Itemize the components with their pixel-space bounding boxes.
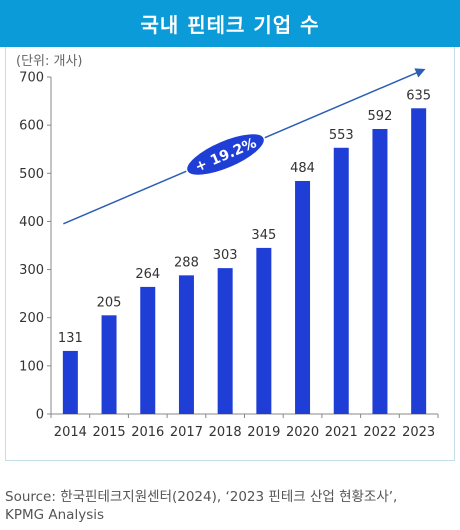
bar-value-label: 205 <box>97 295 122 310</box>
bar <box>101 315 117 414</box>
bar-value-label: 131 <box>58 331 83 346</box>
x-tick-label: 2017 <box>170 425 203 440</box>
growth-badge: + 19.2% <box>185 132 266 177</box>
bar <box>411 108 427 415</box>
bar-value-label: 288 <box>174 255 199 270</box>
growth-badge-ellipse <box>185 132 266 177</box>
bar <box>333 147 349 414</box>
bar <box>256 247 272 414</box>
x-tick-label: 2020 <box>286 425 319 440</box>
bar-value-label: 345 <box>251 228 276 243</box>
x-tick-label: 2021 <box>325 425 358 440</box>
y-tick-label: 300 <box>19 263 44 278</box>
bar <box>62 350 78 414</box>
chart-panel: (단위: 개사) 0 100 200 300 400 500 600 700 131 2014 2… <box>5 47 455 461</box>
y-tick-label: 600 <box>19 119 44 134</box>
y-tick-label: 400 <box>19 215 44 230</box>
chart-title: 국내 핀테크 기업 수 <box>0 0 460 47</box>
bar-value-label: 264 <box>135 267 160 282</box>
growth-annotation: + 19.2% <box>63 68 426 225</box>
y-tick-label: 200 <box>19 311 44 326</box>
bar-value-label: 592 <box>368 109 393 124</box>
bar <box>372 128 388 414</box>
bar-value-label: 553 <box>329 128 354 143</box>
bars: 131 2014 205 2015 264 2016 288 2017 303 2018 345 20… <box>54 88 435 440</box>
bar <box>178 275 194 414</box>
bar-chart: (단위: 개사) 0 100 200 300 400 500 600 700 131 2014 2… <box>16 54 439 440</box>
bar-value-label: 303 <box>213 248 238 263</box>
x-tick-label: 2015 <box>93 425 126 440</box>
bar <box>295 180 311 414</box>
bar-value-label: 635 <box>406 88 431 103</box>
source-note: Source: 한국핀테크지원센터(2024), ‘2023 핀테크 산업 현황… <box>5 488 455 524</box>
x-tick-label: 2022 <box>363 425 396 440</box>
y-tick-label: 0 <box>36 408 44 423</box>
x-tick-label: 2023 <box>402 425 435 440</box>
x-tick-label: 2019 <box>247 425 280 440</box>
bar-value-label: 484 <box>290 161 315 176</box>
source-line-2: KPMG Analysis <box>5 507 105 523</box>
x-tick-label: 2014 <box>54 425 87 440</box>
bar <box>140 286 156 414</box>
axes: 0 100 200 300 400 500 600 700 <box>19 71 439 423</box>
x-tick-label: 2016 <box>131 425 164 440</box>
y-tick-label: 500 <box>19 167 44 182</box>
unit-label: (단위: 개사) <box>16 54 83 69</box>
bar <box>217 268 233 414</box>
x-tick-label: 2018 <box>209 425 242 440</box>
y-tick-label: 700 <box>19 71 44 86</box>
source-line-1: Source: 한국핀테크지원센터(2024), ‘2023 핀테크 산업 현황… <box>5 489 398 505</box>
y-tick-label: 100 <box>19 359 44 374</box>
